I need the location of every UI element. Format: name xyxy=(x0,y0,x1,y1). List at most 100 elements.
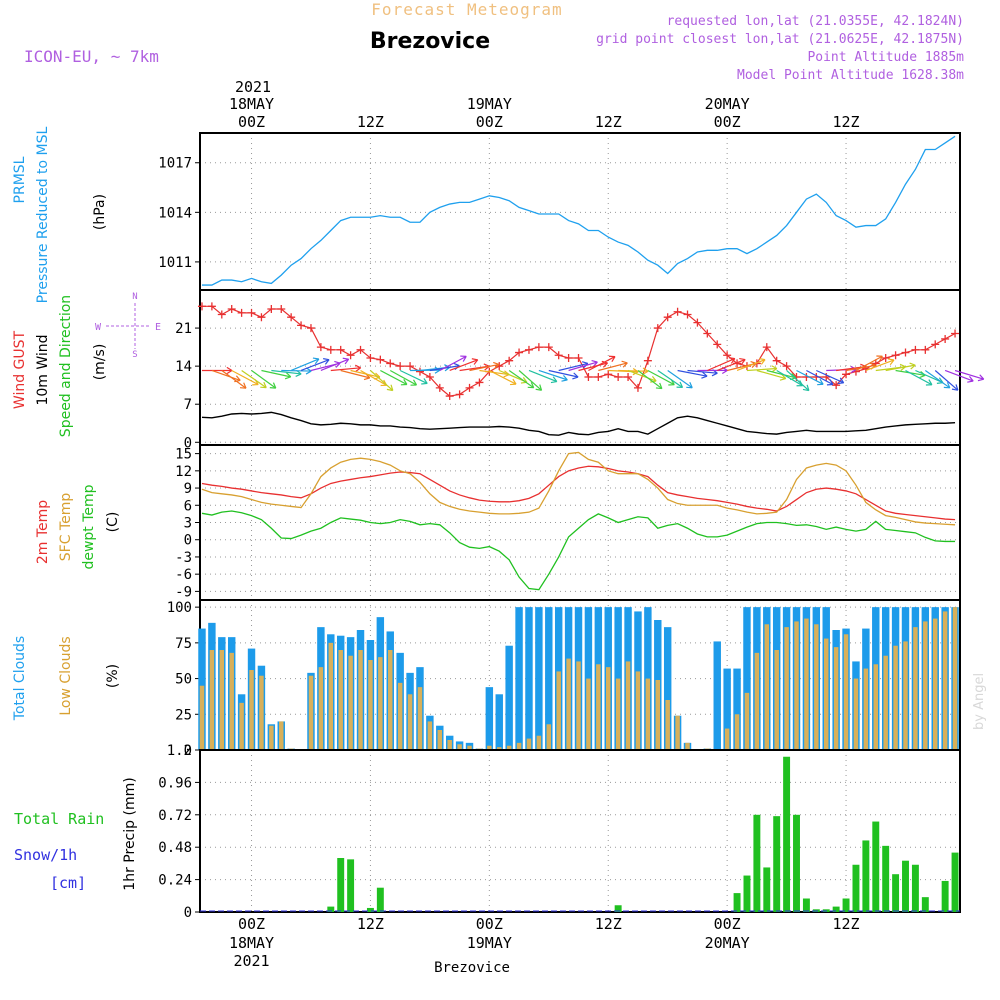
wind-direction-arrow xyxy=(707,358,736,372)
bottom-axis-date: 18MAY xyxy=(229,934,274,952)
total-clouds-bar xyxy=(733,668,741,750)
wind-unit: (m/s) xyxy=(92,344,108,381)
rain-bar xyxy=(902,860,909,912)
gust-marker xyxy=(782,362,791,371)
gust-marker xyxy=(762,343,771,352)
wind-direction-arrow xyxy=(251,370,277,389)
low-clouds-bar xyxy=(833,647,839,750)
wind-direction-arrow xyxy=(796,369,824,385)
low-clouds-bar xyxy=(427,721,433,750)
low-clouds-bar xyxy=(249,670,254,750)
rain-bar xyxy=(327,906,335,912)
low-clouds-bar xyxy=(338,650,343,750)
wind-direction-arrow xyxy=(439,355,467,372)
gust-marker xyxy=(197,302,206,311)
low-clouds-bar xyxy=(308,675,314,750)
low-clouds-bar xyxy=(487,745,492,750)
wind-direction-arrow xyxy=(944,369,974,382)
wind-arrow-head xyxy=(386,384,394,392)
wind-arrow-head xyxy=(802,384,810,392)
low-clouds-bar xyxy=(625,661,631,750)
y-tick-label: 0.72 xyxy=(158,808,192,824)
low-clouds-bar xyxy=(328,642,334,750)
low-clouds-bar xyxy=(447,740,452,750)
low-clouds-bar xyxy=(814,624,819,750)
top-axis-time: 00Z xyxy=(714,113,741,131)
rain-bar xyxy=(614,905,622,912)
low-clouds-bar xyxy=(358,650,363,750)
temp2m-label: 2m Temp xyxy=(35,500,51,564)
wind-direction-arrow xyxy=(300,359,330,372)
bottom-axis-time: 00Z xyxy=(476,915,503,933)
low-clouds-bar xyxy=(229,652,234,750)
wind-arrow-head xyxy=(355,364,362,372)
low-clouds-bar xyxy=(239,702,244,750)
gust-marker xyxy=(604,370,613,379)
low-clouds-bar xyxy=(754,652,760,750)
y-tick-label: 21 xyxy=(175,321,192,337)
rain-bar xyxy=(763,867,771,912)
low-clouds-bar xyxy=(724,728,730,750)
wind-arrow-head xyxy=(591,359,598,367)
low-clouds-bar xyxy=(824,638,829,750)
gust-marker xyxy=(247,308,256,317)
low-clouds-bar xyxy=(556,671,561,750)
gust-marker xyxy=(465,383,474,392)
wind-arrow-head xyxy=(260,381,267,389)
gust-marker xyxy=(574,353,583,362)
total-clouds-bar xyxy=(505,645,513,750)
super-title: Forecast Meteogram xyxy=(371,0,562,19)
low-clouds-bar xyxy=(853,678,859,750)
wind-direction-arrow xyxy=(776,369,803,387)
gust-marker xyxy=(425,373,434,382)
wind-direction-arrow xyxy=(449,359,478,372)
y-tick-label: 6 xyxy=(184,498,192,514)
gust-marker xyxy=(505,356,514,365)
bottom-axis-date: 19MAY xyxy=(467,934,512,952)
wind-arrow-head xyxy=(510,378,517,386)
grid-point-coords: grid point closest lon,lat (21.0625E, 42… xyxy=(596,32,964,47)
low-clouds-bar xyxy=(506,745,512,750)
wind-direction-arrow xyxy=(588,356,616,372)
top-axis-time: 12Z xyxy=(595,113,622,131)
low-clouds-bar xyxy=(913,627,918,750)
total-clouds-bar xyxy=(495,694,503,750)
y-tick-label: 7 xyxy=(184,397,192,413)
rain-bar xyxy=(862,840,870,912)
wind-arrow-head xyxy=(837,377,845,385)
gust-marker xyxy=(534,343,543,352)
low-clouds-bar xyxy=(467,745,472,750)
low-clouds-bar xyxy=(497,747,502,750)
wind-arrow-head xyxy=(909,362,916,370)
rain-bar xyxy=(892,874,900,912)
low-clouds-bar xyxy=(764,624,770,750)
sfc-temp-label: SFC Temp xyxy=(58,493,74,562)
rain-bar xyxy=(921,897,929,912)
y-tick-label: 100 xyxy=(167,600,192,616)
wind-arrow-head xyxy=(572,372,579,380)
gust-marker xyxy=(594,373,603,382)
y-tick-label: -3 xyxy=(175,550,192,566)
compass-e: E xyxy=(155,322,161,333)
gust-marker xyxy=(306,324,315,333)
compass-n: N xyxy=(132,292,137,302)
gust-marker xyxy=(346,351,355,360)
wind-direction-arrow xyxy=(766,369,797,379)
gust-marker xyxy=(624,373,633,382)
gust-marker xyxy=(356,345,365,354)
rain-bar xyxy=(872,821,880,912)
wind-arrow-head xyxy=(728,357,736,364)
low-clouds-bar xyxy=(457,744,462,750)
wind-direction-arrow xyxy=(786,370,810,392)
wind-arrow-head xyxy=(876,355,883,362)
total-clouds-bar xyxy=(663,627,672,750)
y-tick-label: 0.24 xyxy=(158,873,192,889)
rain-bar xyxy=(753,814,761,912)
rain-bar xyxy=(733,893,741,912)
gust-marker xyxy=(703,329,712,338)
wind-arrow-head xyxy=(400,379,408,386)
low-clouds-bar xyxy=(348,655,353,750)
sfc-temp-line xyxy=(201,451,956,526)
